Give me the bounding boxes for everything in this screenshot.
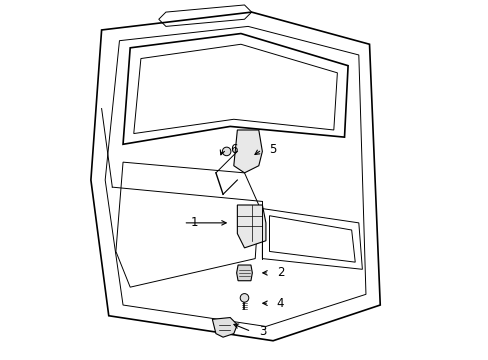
Polygon shape (233, 130, 262, 173)
Circle shape (240, 294, 248, 302)
Polygon shape (212, 318, 237, 337)
Polygon shape (236, 265, 252, 281)
Text: 3: 3 (258, 325, 265, 338)
Text: 4: 4 (276, 297, 284, 310)
Text: 2: 2 (276, 266, 284, 279)
Text: 6: 6 (230, 143, 237, 156)
Text: 5: 5 (269, 143, 276, 156)
Circle shape (222, 147, 230, 156)
Text: 1: 1 (190, 216, 198, 229)
Polygon shape (237, 205, 265, 248)
